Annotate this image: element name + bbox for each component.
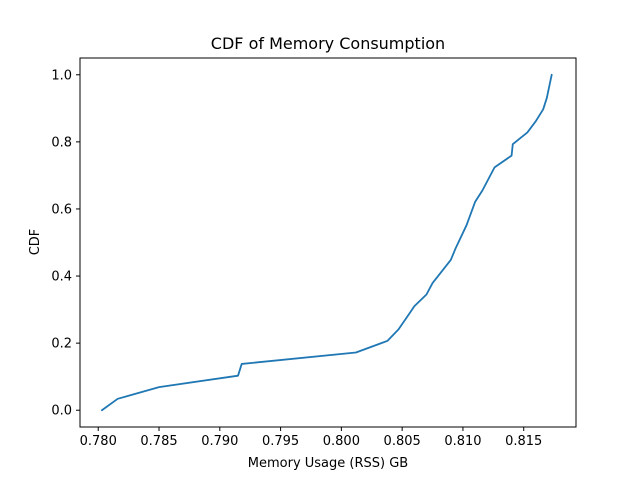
y-axis-label: CDF (28, 229, 43, 256)
y-tick-label: 0.4 (51, 270, 72, 285)
x-tick-label: 0.805 (384, 434, 421, 449)
y-tick-label: 0.0 (51, 404, 72, 419)
y-axis-ticks: 0.0 0.2 0.4 0.6 0.8 1.0 (51, 68, 80, 419)
series-line-0 (100, 73, 553, 412)
chart-title: CDF of Memory Consumption (211, 34, 445, 53)
y-tick-label: 0.8 (51, 135, 72, 150)
x-tick-label: 0.780 (80, 434, 117, 449)
x-tick-label: 0.800 (323, 434, 360, 449)
x-tick-label: 0.810 (444, 434, 481, 449)
plot-frame (79, 57, 577, 428)
x-tick-label: 0.790 (201, 434, 238, 449)
x-axis-label: Memory Usage (RSS) GB (248, 456, 408, 471)
series-layer (100, 73, 553, 412)
y-tick-label: 0.6 (51, 202, 72, 217)
x-tick-label: 0.815 (505, 434, 542, 449)
x-tick-label: 0.795 (262, 434, 299, 449)
x-axis-ticks: 0.780 0.785 0.790 0.795 0.800 0.805 0.810 0.815 (80, 427, 542, 449)
y-tick-label: 1.0 (51, 68, 72, 83)
y-tick-label: 0.2 (51, 337, 72, 352)
x-tick-label: 0.785 (140, 434, 177, 449)
